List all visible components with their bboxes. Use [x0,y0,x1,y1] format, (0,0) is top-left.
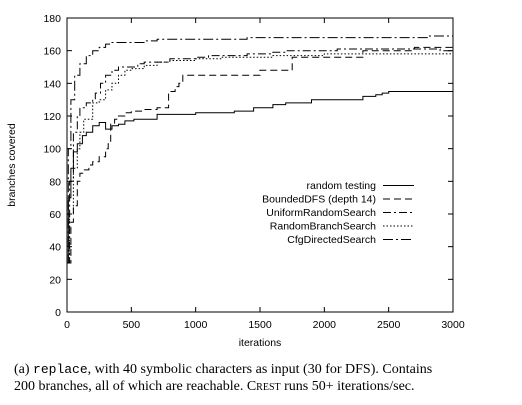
legend-label-1: BoundedDFS (depth 14) [262,194,376,206]
caption-line1: , with 40 symbolic characters as input (… [87,362,433,377]
caption-line2-end: runs 50+ iterations/sec. [280,379,415,394]
series-line-2 [67,48,454,264]
x-tick-label: 2500 [377,319,401,331]
y-tick-label: 180 [43,13,61,25]
y-tick-label: 40 [49,242,61,254]
plot-border [66,17,454,313]
y-tick-label: 140 [43,78,61,90]
coverage-line-chart: 0 500 1000 1500 2000 2500 3000 0 20 40 60 80 100 120… [6,13,465,349]
series-layer [67,35,454,264]
x-tick-label: 1500 [248,319,272,331]
caption-prefix: (a) [14,362,34,377]
caption-line2-start: 200 branches, all of which are reachable… [14,379,247,394]
series-line-1 [67,46,453,264]
x-axis: 0 500 1000 1500 2000 2500 3000 [64,18,465,331]
y-tick-label: 80 [49,176,61,188]
x-tick-label: 1000 [184,319,208,331]
y-tick-label: 120 [43,111,61,123]
x-axis-label: iterations [239,337,282,349]
plot-frame [66,17,454,313]
x-tick-label: 0 [64,319,70,331]
y-axis-label: branches covered [6,123,18,207]
legend-label-2: UniformRandomSearch [266,207,376,219]
legend-label-4: CfgDirectedSearch [287,234,376,246]
series-line-0 [67,91,453,264]
x-tick-label: 2000 [313,319,337,331]
y-axis: 0 20 40 60 80 100 120 140 160 180 [43,13,453,319]
caption-tool-name: Crest [246,379,281,394]
legend-label-3: RandomBranchSearch [270,221,376,233]
series-line-4 [67,35,453,264]
y-tick-label: 60 [49,209,61,221]
caption-code: replace [33,362,88,377]
legend-label-0: random testing [307,180,377,192]
y-tick-label: 100 [43,144,61,156]
legend: random testing BoundedDFS (depth 14)Unifo… [262,180,414,246]
figure-caption: (a) replace, with 40 symbolic characters… [14,361,514,395]
y-tick-label: 160 [43,46,61,58]
x-tick-label: 500 [123,319,141,331]
y-tick-label: 20 [49,274,61,286]
series-line-3 [67,53,453,264]
x-tick-label: 3000 [441,319,465,331]
y-tick-label: 0 [55,307,61,319]
